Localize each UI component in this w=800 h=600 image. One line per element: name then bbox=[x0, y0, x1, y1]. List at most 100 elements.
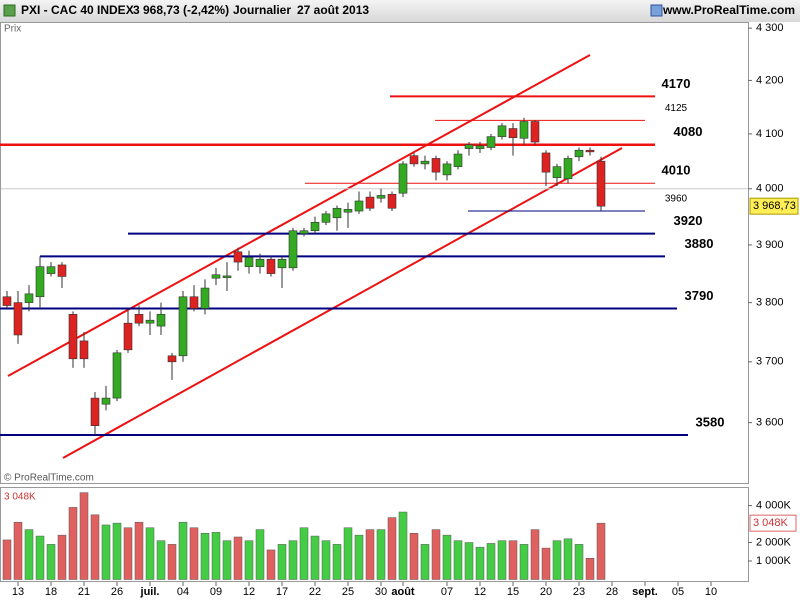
volume-bar bbox=[134, 521, 144, 580]
volume-bar bbox=[464, 542, 474, 580]
x-tick-label: 20 bbox=[540, 586, 552, 598]
candle-body bbox=[112, 352, 122, 399]
candle-body bbox=[255, 258, 265, 267]
y-tick-label: 4 300 bbox=[756, 22, 784, 34]
volume-bar bbox=[585, 557, 595, 580]
volume-bar bbox=[200, 533, 210, 580]
volume-bar bbox=[57, 534, 67, 580]
v-tick-label: 2 000K bbox=[756, 536, 792, 548]
candle-body bbox=[222, 275, 232, 278]
candle-body bbox=[497, 125, 507, 137]
candle-body bbox=[508, 128, 518, 139]
candle-body bbox=[35, 266, 45, 298]
candle-body bbox=[332, 207, 342, 219]
candle-body bbox=[123, 322, 133, 351]
candle-body bbox=[519, 121, 529, 139]
volume-bar bbox=[376, 529, 386, 580]
candle-body bbox=[299, 230, 309, 234]
candle-body bbox=[288, 230, 298, 269]
candle-body bbox=[431, 158, 441, 173]
level-label: 3580 bbox=[696, 414, 725, 429]
level-label: 3920 bbox=[674, 213, 703, 228]
level-label: 4170 bbox=[662, 76, 691, 91]
candle-body bbox=[79, 340, 89, 360]
candle-body bbox=[552, 166, 562, 178]
channel-lower bbox=[62, 147, 623, 459]
volume-bar bbox=[244, 540, 254, 580]
period: Journalier bbox=[233, 3, 291, 17]
x-tick-label: 13 bbox=[12, 586, 24, 598]
x-tick-label: août bbox=[391, 586, 415, 598]
x-tick-label: 09 bbox=[210, 586, 222, 598]
volume-bar bbox=[145, 527, 155, 580]
candle-body bbox=[244, 257, 254, 267]
volume-bar bbox=[508, 540, 518, 580]
candle-body bbox=[486, 136, 496, 148]
volume-bar bbox=[79, 492, 89, 580]
candle-body bbox=[24, 293, 34, 303]
level-label: 4080 bbox=[674, 124, 703, 139]
site-icon bbox=[650, 4, 663, 17]
price-pane bbox=[0, 22, 749, 484]
candle-body bbox=[211, 274, 221, 279]
candle-body bbox=[277, 258, 287, 269]
level-label: 4010 bbox=[662, 163, 691, 178]
volume-bar bbox=[68, 507, 78, 580]
volume-bar bbox=[222, 540, 232, 580]
candle-body bbox=[233, 251, 243, 263]
v-tick-label: 1 000K bbox=[756, 555, 792, 567]
x-tick-label: 15 bbox=[507, 586, 519, 598]
last-volume-box bbox=[749, 514, 797, 532]
level-label: 3960 bbox=[665, 194, 688, 205]
candle-body bbox=[530, 121, 540, 143]
header-bar bbox=[0, 0, 800, 22]
x-tick-label: sept. bbox=[632, 586, 658, 598]
symbol: PXI - CAC 40 INDEX bbox=[21, 3, 134, 17]
symbol-icon bbox=[3, 4, 16, 17]
candle-body bbox=[409, 155, 419, 165]
x-tick-label: 05 bbox=[672, 586, 684, 598]
candle-body bbox=[442, 163, 452, 176]
x-tick-label: 26 bbox=[111, 586, 123, 598]
candle-body bbox=[387, 193, 397, 209]
x-tick-label: 18 bbox=[45, 586, 57, 598]
candle-body bbox=[68, 314, 78, 360]
volume-bar bbox=[519, 544, 529, 580]
candle-body bbox=[167, 355, 177, 363]
candle-body bbox=[343, 209, 353, 213]
x-tick-label: 21 bbox=[78, 586, 90, 598]
last-volume-label: 3 048K bbox=[753, 517, 789, 529]
y-tick-label: 3 700 bbox=[756, 356, 784, 368]
candle-body bbox=[145, 319, 155, 324]
volume-bar bbox=[2, 539, 12, 580]
volume-bar bbox=[233, 536, 243, 580]
volume-bar bbox=[101, 524, 111, 580]
candle-body bbox=[398, 163, 408, 194]
volume-bar bbox=[123, 527, 133, 580]
x-tick-label: 23 bbox=[573, 586, 585, 598]
volume-bar bbox=[596, 522, 606, 580]
level-label: 4125 bbox=[665, 103, 688, 114]
last-price-box bbox=[749, 197, 799, 215]
candle-body bbox=[453, 153, 463, 167]
volume-bar bbox=[387, 517, 397, 580]
volume-bar bbox=[409, 533, 419, 580]
candle-body bbox=[354, 200, 364, 212]
volume-bar bbox=[321, 540, 331, 580]
volume-bar bbox=[266, 549, 276, 580]
y-tick-label: 3 600 bbox=[756, 417, 784, 429]
copyright: © ProRealTime.com bbox=[4, 473, 94, 484]
level-label: 3880 bbox=[685, 236, 714, 251]
candle-body bbox=[2, 296, 12, 306]
volume-bar bbox=[189, 527, 199, 580]
volume-bar bbox=[255, 529, 265, 580]
candle-body bbox=[266, 258, 276, 274]
volume-pane bbox=[0, 487, 749, 582]
x-tick-label: 28 bbox=[606, 586, 618, 598]
y-tick-label: 3 900 bbox=[756, 239, 784, 251]
volume-bar bbox=[46, 544, 56, 580]
candle-body bbox=[563, 158, 573, 180]
volume-bar bbox=[156, 540, 166, 580]
last-price-label: 3 968,73 bbox=[753, 200, 796, 212]
